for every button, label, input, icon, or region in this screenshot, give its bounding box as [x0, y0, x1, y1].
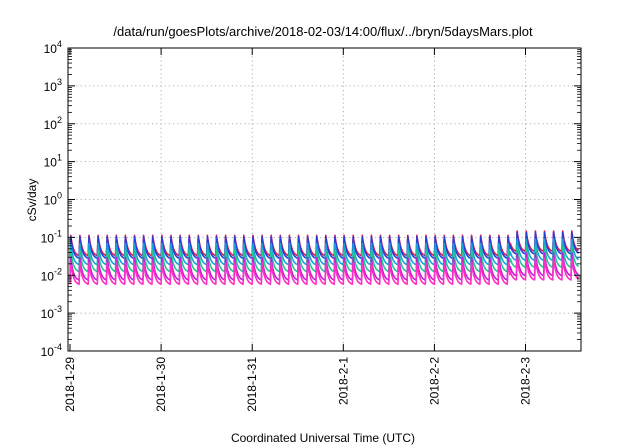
x-tick-label: 2018-2-3: [519, 357, 533, 405]
x-tick-label: 2018-1-29: [63, 357, 77, 412]
series-line-3: [69, 238, 580, 266]
series-line-6: [69, 257, 580, 286]
y-tick-label: 103: [44, 77, 62, 94]
series-line-5: [69, 252, 580, 281]
y-tick-label: 104: [44, 39, 62, 56]
y-axis-label: cSv/day: [25, 179, 39, 222]
y-tick-label: 102: [44, 115, 62, 132]
tick-marks: [68, 47, 581, 352]
x-tick-labels: 2018-1-29 2018-1-30 2018-1-31 2018-2-1 2018-…: [63, 357, 533, 412]
grid-lines: [68, 48, 581, 351]
y-tick-label: 100: [44, 191, 62, 208]
y-tick-label: 101: [44, 153, 62, 170]
y-tick-label: 10-3: [41, 304, 62, 321]
x-axis-label: Coordinated Universal Time (UTC): [231, 431, 415, 445]
y-tick-label: 10-2: [41, 266, 62, 283]
chart-title: /data/run/goesPlots/archive/2018-02-03/1…: [113, 24, 533, 39]
series-line-4: [69, 245, 580, 273]
y-tick-label: 10-4: [41, 342, 62, 359]
x-tick-label: 2018-1-31: [245, 357, 259, 412]
x-tick-label: 2018-1-30: [154, 357, 168, 412]
y-tick-labels: 10-4 10-3 10-2 10-1 100 101 102 103 104: [41, 39, 62, 359]
x-tick-label: 2018-2-1: [336, 357, 350, 405]
x-tick-label: 2018-2-2: [427, 357, 441, 405]
series-layer: [69, 230, 580, 286]
y-tick-label: 10-1: [41, 228, 62, 245]
series-line-2: [69, 231, 580, 260]
